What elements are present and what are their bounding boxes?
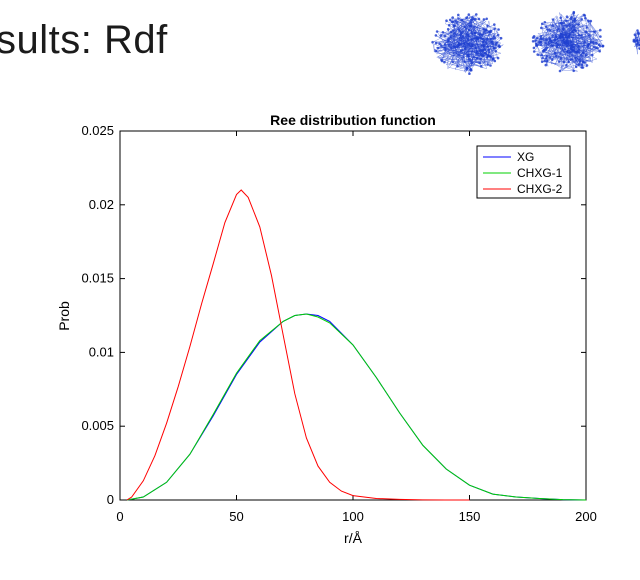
legend-label: CHXG-2	[517, 182, 563, 196]
y-tick-label: 0.01	[89, 344, 114, 359]
chart-title: Ree distribution function	[270, 112, 436, 128]
y-axis-label: Prob	[56, 301, 72, 331]
y-tick-label: 0.02	[89, 197, 114, 212]
x-tick-label: 150	[459, 509, 481, 524]
y-tick-label: 0	[107, 492, 114, 507]
x-tick-label: 200	[575, 509, 597, 524]
x-tick-label: 50	[229, 509, 243, 524]
x-tick-label: 100	[342, 509, 364, 524]
x-axis-label: r/Å	[344, 530, 363, 546]
y-tick-label: 0.015	[81, 271, 114, 286]
legend-label: XG	[517, 150, 534, 164]
x-tick-label: 0	[116, 509, 123, 524]
legend-label: CHXG-1	[517, 166, 563, 180]
legend: XG CHXG-1 CHXG-2	[477, 146, 570, 198]
y-tick-label: 0.025	[81, 123, 114, 138]
y-tick-label: 0.005	[81, 418, 114, 433]
